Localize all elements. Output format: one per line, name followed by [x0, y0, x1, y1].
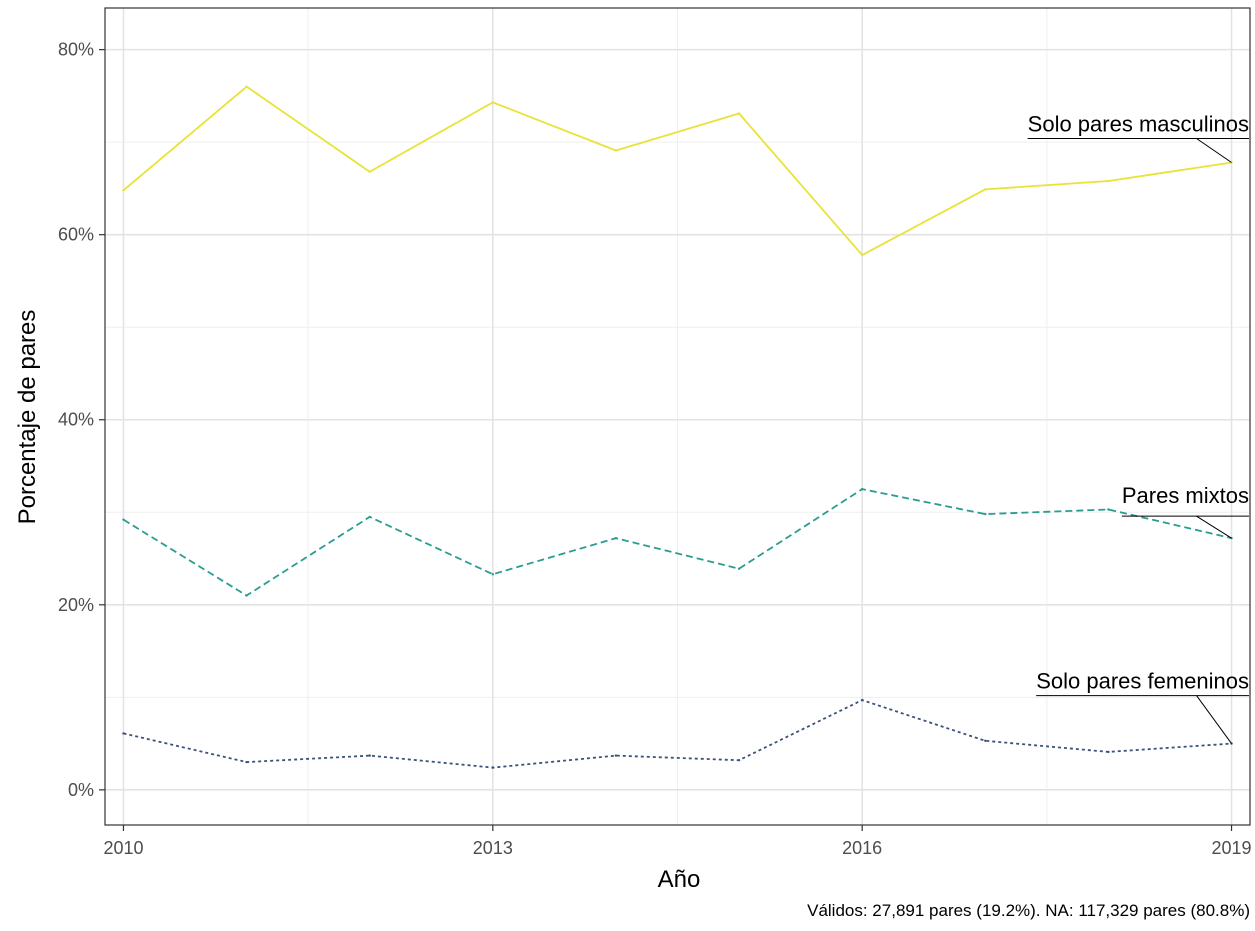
label-leader-line — [1196, 138, 1232, 163]
data-point — [245, 85, 248, 88]
data-point — [1107, 508, 1110, 511]
data-point — [491, 573, 495, 576]
data-point — [737, 567, 741, 570]
series-line-3 — [123, 699, 1232, 769]
y-tick-label: 40% — [58, 410, 94, 430]
data-point — [1107, 179, 1110, 183]
data-point — [122, 518, 125, 521]
data-point — [122, 732, 125, 735]
data-point — [368, 754, 371, 757]
data-point — [984, 188, 987, 191]
data-point — [737, 112, 741, 115]
series-label-2: Pares mixtos — [1122, 483, 1249, 508]
data-point — [860, 487, 864, 491]
series-label-3: Solo pares femeninos — [1036, 669, 1249, 694]
x-tick-label: 2016 — [842, 838, 882, 858]
data-point — [860, 253, 864, 257]
y-axis-title: Porcentaje de pares — [14, 310, 41, 525]
y-tick-label: 80% — [58, 40, 94, 60]
major-grid — [105, 8, 1250, 825]
data-point — [737, 759, 741, 762]
y-tick-label: 0% — [68, 780, 94, 800]
data-point — [245, 594, 248, 597]
data-point — [614, 754, 618, 757]
panel-border — [104, 7, 1251, 826]
data-point — [491, 101, 495, 104]
series-line-1 — [122, 85, 1232, 256]
axis-ticks — [99, 49, 1233, 831]
data-point — [122, 189, 125, 192]
series-labels: Solo pares masculinos Pares mixtos Solo pa… — [1027, 112, 1249, 744]
data-point — [368, 515, 371, 519]
series-label-1: Solo pares masculinos — [1028, 112, 1249, 137]
series-lines — [122, 85, 1233, 769]
data-point — [245, 760, 248, 764]
y-tick-label: 20% — [58, 595, 94, 615]
minor-grid — [105, 8, 1250, 825]
data-point — [984, 512, 987, 516]
series-line-2 — [122, 488, 1232, 597]
data-point — [1107, 750, 1110, 754]
x-axis-title: Año — [658, 866, 701, 893]
data-point — [491, 766, 495, 769]
y-tick-label: 60% — [58, 225, 94, 245]
data-point — [984, 739, 987, 743]
tick-labels: 0% 20% 40% 60% 80% 2010 2013 2016 2019 — [58, 40, 1252, 858]
x-tick-label: 2013 — [473, 838, 513, 858]
x-tick-label: 2019 — [1212, 838, 1252, 858]
data-point — [614, 536, 618, 540]
caption-note: Válidos: 27,891 pares (19.2%). NA: 117,3… — [807, 901, 1250, 920]
label-leader-line — [1196, 695, 1232, 744]
data-point — [860, 698, 864, 702]
label-leader-line — [1196, 515, 1232, 539]
x-tick-label: 2010 — [103, 838, 143, 858]
data-point — [368, 170, 371, 173]
data-point — [614, 149, 618, 152]
